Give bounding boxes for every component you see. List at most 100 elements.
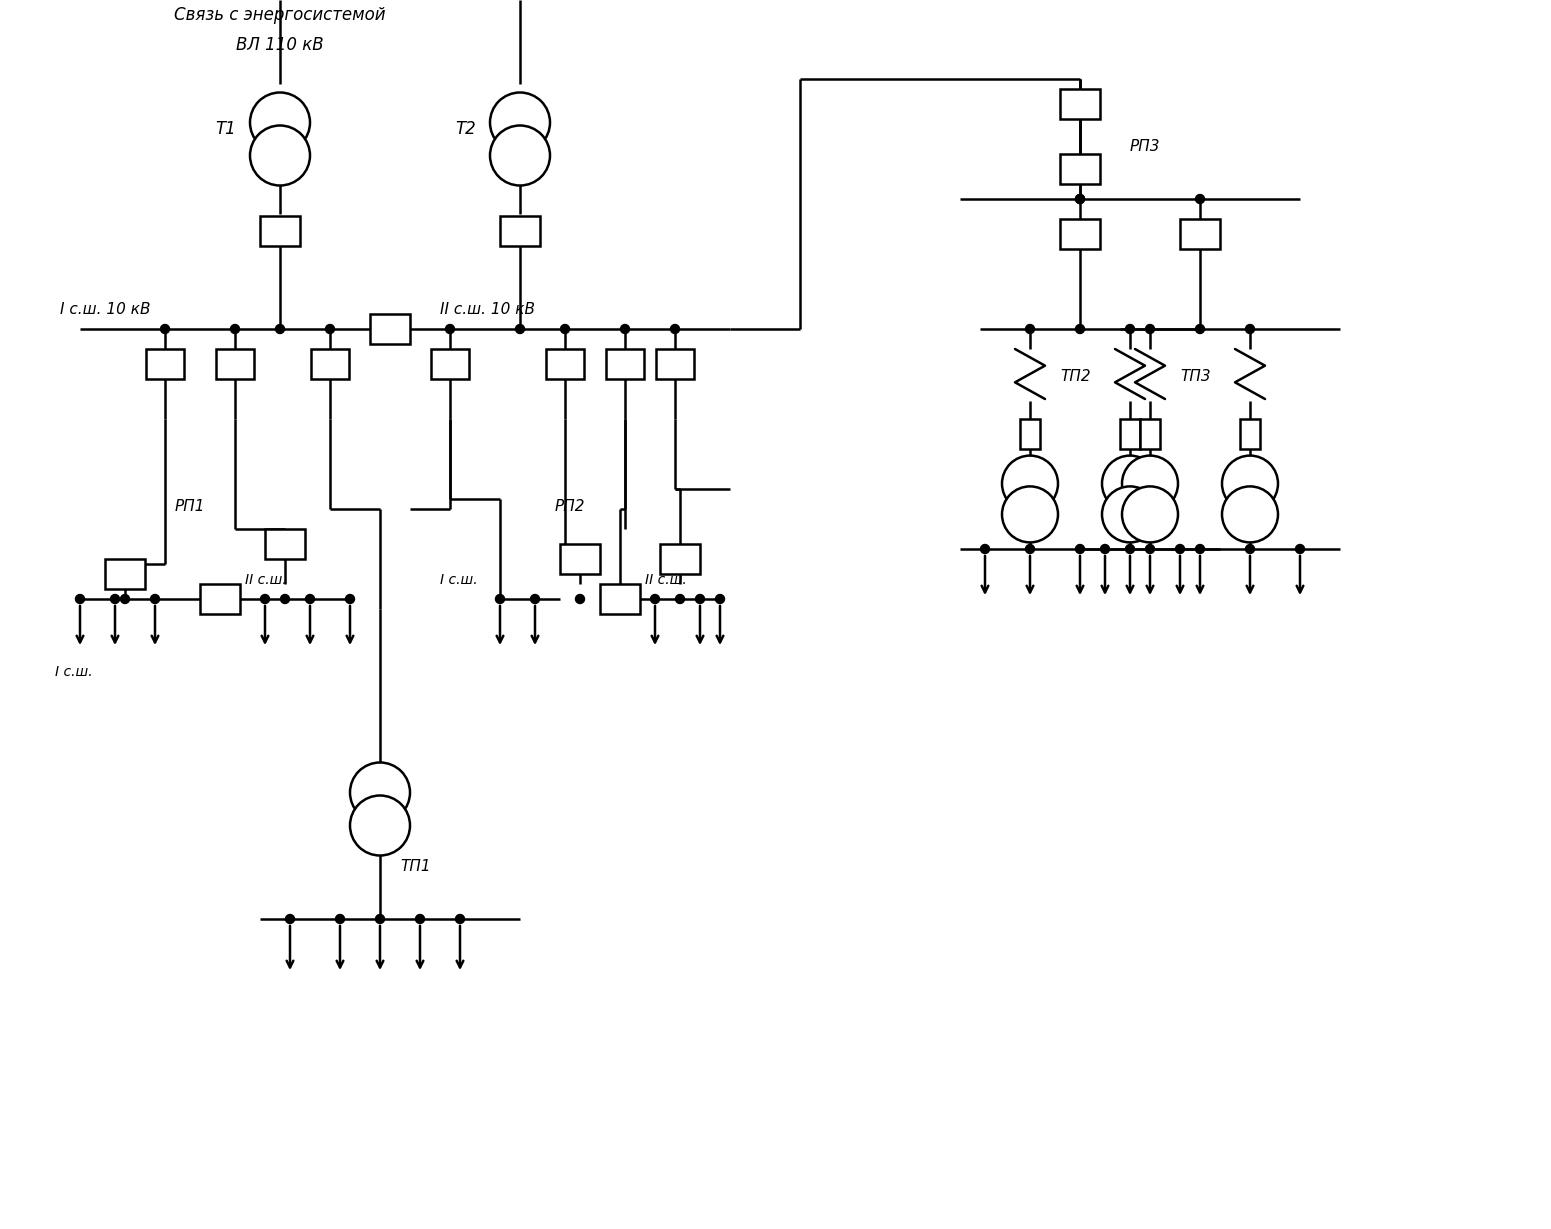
- Circle shape: [110, 595, 119, 603]
- Circle shape: [1146, 324, 1154, 333]
- Text: I с.ш.: I с.ш.: [440, 573, 478, 587]
- Circle shape: [1245, 544, 1255, 553]
- Circle shape: [160, 324, 169, 333]
- Circle shape: [346, 595, 355, 603]
- Circle shape: [250, 92, 310, 152]
- Circle shape: [326, 324, 335, 333]
- Circle shape: [1121, 487, 1179, 542]
- Circle shape: [1222, 456, 1278, 511]
- Text: РП3: РП3: [1131, 139, 1160, 154]
- Circle shape: [335, 914, 344, 923]
- Bar: [371, 313, 409, 344]
- Circle shape: [495, 595, 504, 603]
- Bar: [661, 544, 700, 574]
- Circle shape: [375, 914, 385, 923]
- Circle shape: [515, 324, 524, 333]
- Text: ТП1: ТП1: [400, 859, 431, 874]
- Bar: [600, 584, 641, 614]
- Circle shape: [456, 914, 464, 923]
- Bar: [499, 216, 540, 246]
- Circle shape: [1103, 456, 1159, 511]
- Circle shape: [445, 324, 454, 333]
- Circle shape: [1196, 544, 1205, 553]
- Circle shape: [351, 762, 409, 822]
- Bar: [1021, 419, 1041, 449]
- Bar: [1180, 219, 1221, 249]
- Circle shape: [1196, 194, 1205, 204]
- Bar: [312, 349, 349, 379]
- Circle shape: [285, 914, 295, 923]
- Text: ТП2: ТП2: [1059, 369, 1090, 383]
- Circle shape: [620, 324, 630, 333]
- Circle shape: [1002, 456, 1058, 511]
- Circle shape: [1176, 544, 1185, 553]
- Circle shape: [261, 595, 270, 603]
- Text: II с.ш. 10 кВ: II с.ш. 10 кВ: [440, 302, 535, 317]
- Circle shape: [670, 324, 679, 333]
- Bar: [1059, 219, 1100, 249]
- Bar: [146, 349, 185, 379]
- Bar: [265, 528, 306, 559]
- Circle shape: [231, 324, 239, 333]
- Circle shape: [1295, 544, 1304, 553]
- Bar: [560, 544, 600, 574]
- Circle shape: [1025, 544, 1035, 553]
- Circle shape: [416, 914, 425, 923]
- Bar: [606, 349, 644, 379]
- Circle shape: [490, 125, 551, 186]
- Bar: [1059, 88, 1100, 119]
- Bar: [216, 349, 254, 379]
- Circle shape: [76, 595, 84, 603]
- Bar: [1059, 154, 1100, 184]
- Circle shape: [351, 795, 409, 855]
- Bar: [1140, 419, 1160, 449]
- Text: II с.ш.: II с.ш.: [245, 573, 287, 587]
- Bar: [431, 349, 468, 379]
- Circle shape: [1245, 324, 1255, 333]
- Circle shape: [1126, 324, 1134, 333]
- Circle shape: [250, 125, 310, 186]
- Circle shape: [276, 324, 284, 333]
- Text: II с.ш.: II с.ш.: [645, 573, 687, 587]
- Circle shape: [1196, 324, 1205, 333]
- Circle shape: [1002, 487, 1058, 542]
- Circle shape: [650, 595, 659, 603]
- Circle shape: [150, 595, 160, 603]
- Circle shape: [1222, 487, 1278, 542]
- Circle shape: [1075, 544, 1084, 553]
- Bar: [261, 216, 299, 246]
- Bar: [1120, 419, 1140, 449]
- Bar: [656, 349, 693, 379]
- Circle shape: [715, 595, 724, 603]
- Text: I с.ш.: I с.ш.: [54, 665, 93, 678]
- Bar: [546, 349, 585, 379]
- Circle shape: [530, 595, 540, 603]
- Text: I с.ш. 10 кВ: I с.ш. 10 кВ: [60, 302, 150, 317]
- Circle shape: [1121, 456, 1179, 511]
- Circle shape: [121, 595, 129, 603]
- Circle shape: [695, 595, 704, 603]
- Circle shape: [1103, 487, 1159, 542]
- Circle shape: [1075, 194, 1084, 204]
- Circle shape: [1025, 324, 1035, 333]
- Circle shape: [1146, 544, 1154, 553]
- Text: Т2: Т2: [454, 120, 476, 138]
- Circle shape: [1126, 544, 1134, 553]
- Text: РП2: РП2: [555, 499, 585, 514]
- Circle shape: [1075, 324, 1084, 333]
- Circle shape: [560, 324, 569, 333]
- Text: РП1: РП1: [175, 499, 205, 514]
- Circle shape: [1075, 194, 1084, 204]
- Text: ТП3: ТП3: [1180, 369, 1211, 383]
- Text: Т1: Т1: [216, 120, 236, 138]
- Circle shape: [980, 544, 990, 553]
- Text: ВЛ 110 кВ: ВЛ 110 кВ: [236, 36, 324, 54]
- Circle shape: [575, 595, 585, 603]
- Circle shape: [490, 92, 551, 152]
- Circle shape: [676, 595, 684, 603]
- Bar: [1239, 419, 1259, 449]
- Circle shape: [1101, 544, 1109, 553]
- Circle shape: [281, 595, 290, 603]
- Bar: [200, 584, 240, 614]
- Text: Связь с энергосистемой: Связь с энергосистемой: [174, 6, 386, 25]
